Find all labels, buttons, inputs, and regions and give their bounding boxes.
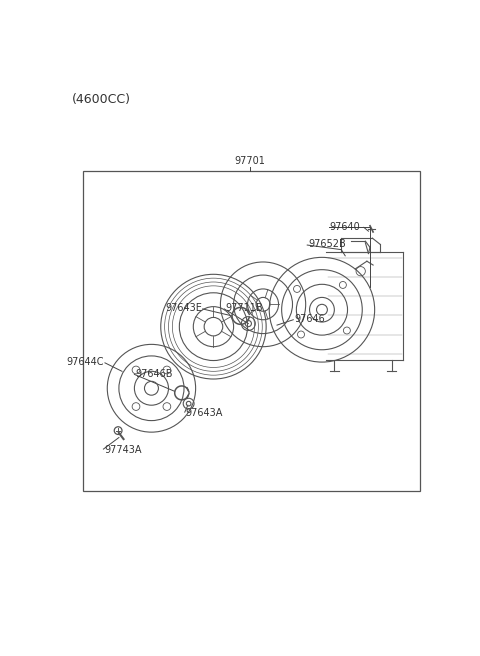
Text: 97701: 97701	[234, 155, 265, 166]
Text: (4600CC): (4600CC)	[72, 92, 131, 106]
Text: 97711B: 97711B	[225, 303, 263, 313]
Bar	[83, 171, 420, 491]
Text: 97644C: 97644C	[67, 357, 104, 367]
Text: 97643A: 97643A	[186, 408, 223, 418]
Text: 97652B: 97652B	[308, 239, 346, 249]
Text: 97643E: 97643E	[165, 303, 202, 313]
Text: 97640: 97640	[330, 222, 360, 232]
Text: 97743A: 97743A	[104, 445, 142, 455]
Text: 97646: 97646	[294, 314, 325, 324]
Text: 97646B: 97646B	[135, 369, 173, 379]
